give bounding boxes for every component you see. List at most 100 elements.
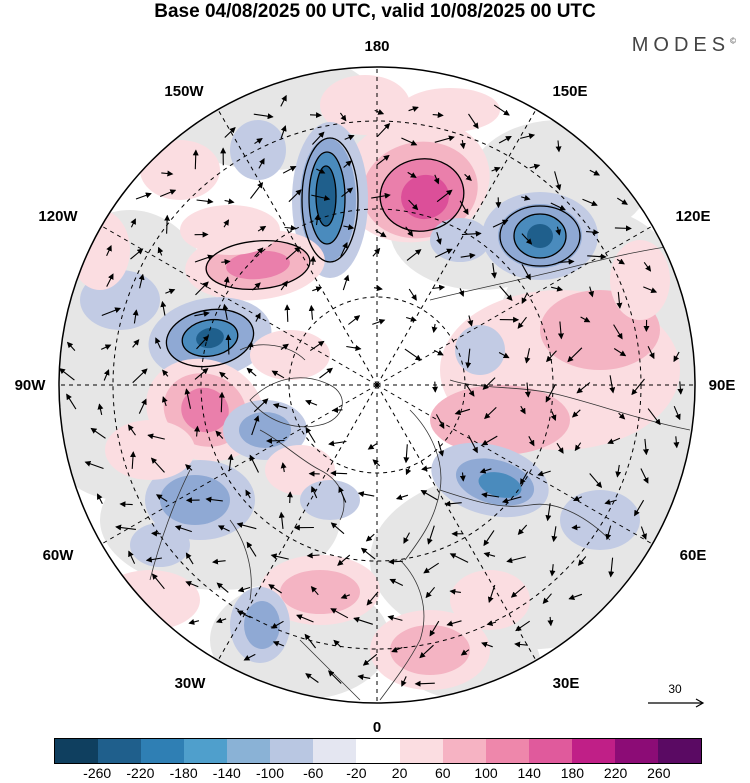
wind-arrow: [432, 284, 446, 291]
wind-arrow: [571, 409, 581, 418]
meridian-line: [376, 109, 537, 386]
wind-arrow: [236, 522, 257, 530]
wind-arrow: [401, 137, 418, 146]
contour: [165, 308, 255, 368]
wind-arrow: [465, 348, 472, 369]
wind-arrow: [519, 405, 526, 415]
wind-arrow: [59, 368, 75, 381]
brand-logo: MODES©: [632, 34, 736, 57]
wind-arrow: [340, 593, 350, 599]
anomaly-blob: [478, 472, 522, 498]
wind-arrow: [367, 443, 377, 450]
wind-arrow: [468, 435, 478, 454]
wind-arrow: [258, 158, 265, 169]
wind-arrow: [284, 304, 291, 322]
wind-arrow: [160, 300, 167, 316]
wind-arrow: [434, 248, 453, 258]
lon-label-60e: 60E: [680, 547, 707, 564]
wind-arrow: [280, 280, 288, 291]
wind-arrow: [312, 286, 323, 293]
wind-arrow: [492, 219, 509, 228]
wind-arrow: [375, 229, 387, 238]
wind-arrow: [330, 522, 345, 535]
wind-arrow: [84, 460, 104, 470]
reference-vector-value: 30: [668, 682, 682, 696]
wind-arrow: [395, 494, 409, 501]
colorbar-tick-label: -60: [303, 765, 324, 781]
wind-arrow: [431, 323, 438, 333]
wind-arrow: [403, 444, 410, 464]
wind-arrow: [162, 369, 169, 377]
wind-arrow: [408, 106, 419, 112]
wind-arrow: [588, 286, 595, 298]
wind-arrow: [479, 467, 492, 474]
reference-arrow-icon: [648, 698, 705, 708]
coastline: [379, 559, 425, 701]
wind-arrow: [254, 138, 263, 145]
wind-arrow: [551, 526, 558, 543]
wind-arrow: [419, 644, 434, 659]
wind-arrow: [222, 303, 229, 321]
wind-arrow: [268, 584, 283, 594]
wind-arrow: [643, 261, 652, 272]
wind-arrow: [310, 586, 319, 596]
wind-arrow: [311, 485, 318, 499]
wind-arrow: [521, 194, 531, 201]
wind-arrow: [250, 182, 264, 199]
wind-arrow: [481, 435, 498, 446]
wind-arrow: [554, 171, 562, 191]
meridian-line: [376, 384, 537, 661]
coastline: [439, 489, 611, 541]
wind-arrow: [280, 462, 287, 473]
wind-arrow: [542, 593, 552, 605]
meridian-line: [217, 109, 378, 386]
wind-arrow: [389, 578, 404, 586]
wind-arrow: [150, 457, 165, 473]
wind-arrow: [550, 411, 557, 422]
anomaly-blob: [390, 625, 470, 675]
wind-arrow: [460, 252, 476, 259]
wind-arrow: [420, 489, 438, 501]
wind-arrow: [437, 440, 445, 457]
wind-arrow: [223, 219, 230, 228]
wind-arrow: [366, 591, 379, 606]
wind-arrow: [435, 414, 445, 429]
colorbar-tick-label: 220: [603, 765, 628, 781]
coastline: [249, 377, 343, 428]
wind-arrow: [580, 316, 591, 323]
wind-arrow: [280, 94, 287, 107]
wind-arrow: [491, 263, 497, 279]
wind-arrow: [521, 233, 533, 245]
wind-arrow: [247, 341, 254, 351]
wind-arrow: [574, 442, 582, 452]
wind-arrow: [521, 293, 528, 304]
wind-arrow: [130, 248, 144, 260]
wind-arrow: [97, 403, 104, 416]
anomaly-blob: [244, 601, 280, 649]
anomaly-blob: [250, 330, 330, 380]
wind-arrow: [404, 348, 422, 361]
wind-arrow: [157, 246, 164, 256]
wind-arrow: [615, 464, 622, 478]
wind-arrow: [138, 273, 145, 289]
wind-arrow: [514, 641, 528, 648]
wind-arrow: [546, 350, 557, 363]
colorbar-swatch: [98, 739, 142, 763]
wind-arrow: [135, 192, 152, 200]
colorbar-swatch: [485, 739, 529, 763]
wind-arrow: [106, 244, 112, 257]
wind-arrow: [127, 424, 136, 436]
wind-arrow: [272, 640, 285, 647]
wind-arrow: [195, 281, 209, 296]
wind-arrow: [547, 616, 554, 627]
lon-label-90w: 90W: [15, 377, 47, 394]
wind-arrow: [571, 524, 581, 531]
contour: [379, 158, 465, 232]
colorbar-swatch: [356, 739, 400, 763]
wind-arrow: [188, 619, 200, 625]
anomaly-blob: [105, 420, 195, 480]
contour: [308, 151, 346, 245]
wind-arrow: [616, 291, 623, 309]
wind-arrow: [217, 525, 230, 532]
wind-arrow: [337, 554, 351, 566]
